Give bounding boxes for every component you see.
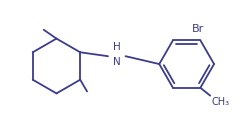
Text: Br: Br (192, 24, 204, 34)
Text: N: N (113, 57, 121, 67)
Text: H: H (113, 42, 121, 52)
Text: CH₃: CH₃ (211, 97, 229, 107)
